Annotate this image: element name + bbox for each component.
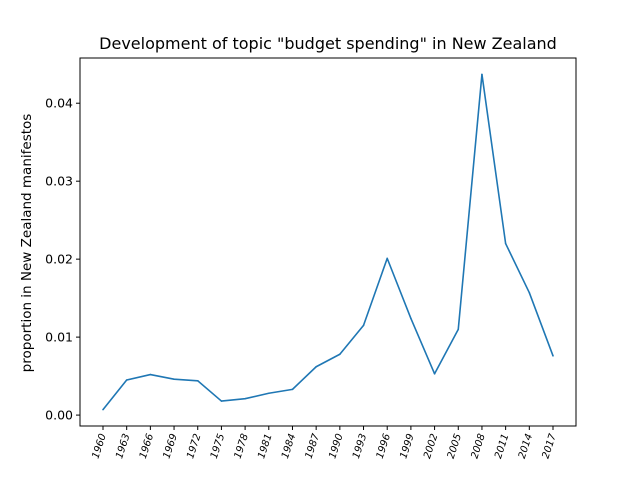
x-tick-label: 1972	[185, 433, 203, 461]
x-tick-label: 2014	[517, 433, 535, 461]
x-tick-label: 2005	[446, 433, 464, 461]
data-point	[552, 355, 554, 357]
data-point	[291, 388, 294, 391]
plot-area: 0.00 0.01 0.02 0.03 0.04 1960 1963 1966 1969 1972…	[45, 57, 577, 461]
y-tick-label: 0.02	[45, 252, 73, 267]
y-tick-label: 0.00	[45, 408, 73, 423]
x-tick-label: 1978	[233, 433, 251, 461]
data-point	[244, 397, 246, 400]
x-tick-label: 1996	[375, 433, 393, 461]
data-point	[339, 353, 341, 356]
x-tick-label: 1984	[280, 433, 298, 461]
plot-frame	[79, 57, 577, 427]
data-point	[315, 365, 317, 368]
x-tick-label: 1993	[351, 433, 369, 461]
y-tick-label: 0.04	[45, 96, 73, 111]
x-tick-label: 2011	[493, 433, 511, 461]
x-tick-label: 1969	[162, 433, 180, 461]
data-point	[457, 328, 460, 331]
data-point	[267, 392, 270, 395]
x-tick-label: 1987	[304, 432, 323, 460]
x-tick-label: 1975	[209, 433, 227, 461]
x-tick-label: 1963	[114, 433, 132, 461]
x-tick-label: 1960	[91, 433, 109, 461]
chart-title: Development of topic "budget spending" i…	[99, 34, 557, 53]
x-tick-label: 2017	[541, 432, 560, 460]
series-line	[102, 73, 554, 411]
x-tick-label: 1981	[256, 433, 274, 461]
x-tick-label: 1966	[138, 433, 156, 461]
data-point	[102, 408, 104, 411]
data-point	[125, 379, 128, 381]
data-point	[173, 378, 175, 381]
data-point	[410, 317, 412, 320]
data-point	[528, 291, 531, 294]
x-tick-label: 2008	[469, 433, 487, 461]
y-axis-label: proportion in New Zealand manifestos	[19, 114, 35, 373]
x-tick-label: 1999	[398, 433, 416, 461]
x-tick-label: 1990	[327, 433, 345, 461]
x-tick-label: 2002	[422, 433, 440, 461]
data-point	[504, 242, 507, 245]
data-point	[220, 400, 223, 402]
y-tick-label: 0.03	[45, 174, 73, 189]
data-point	[362, 324, 365, 327]
data-point	[149, 373, 152, 376]
data-point	[433, 372, 436, 375]
y-tick-label: 0.01	[45, 330, 73, 345]
data-point	[196, 379, 199, 382]
data-point	[481, 73, 483, 76]
data-point	[386, 257, 389, 260]
